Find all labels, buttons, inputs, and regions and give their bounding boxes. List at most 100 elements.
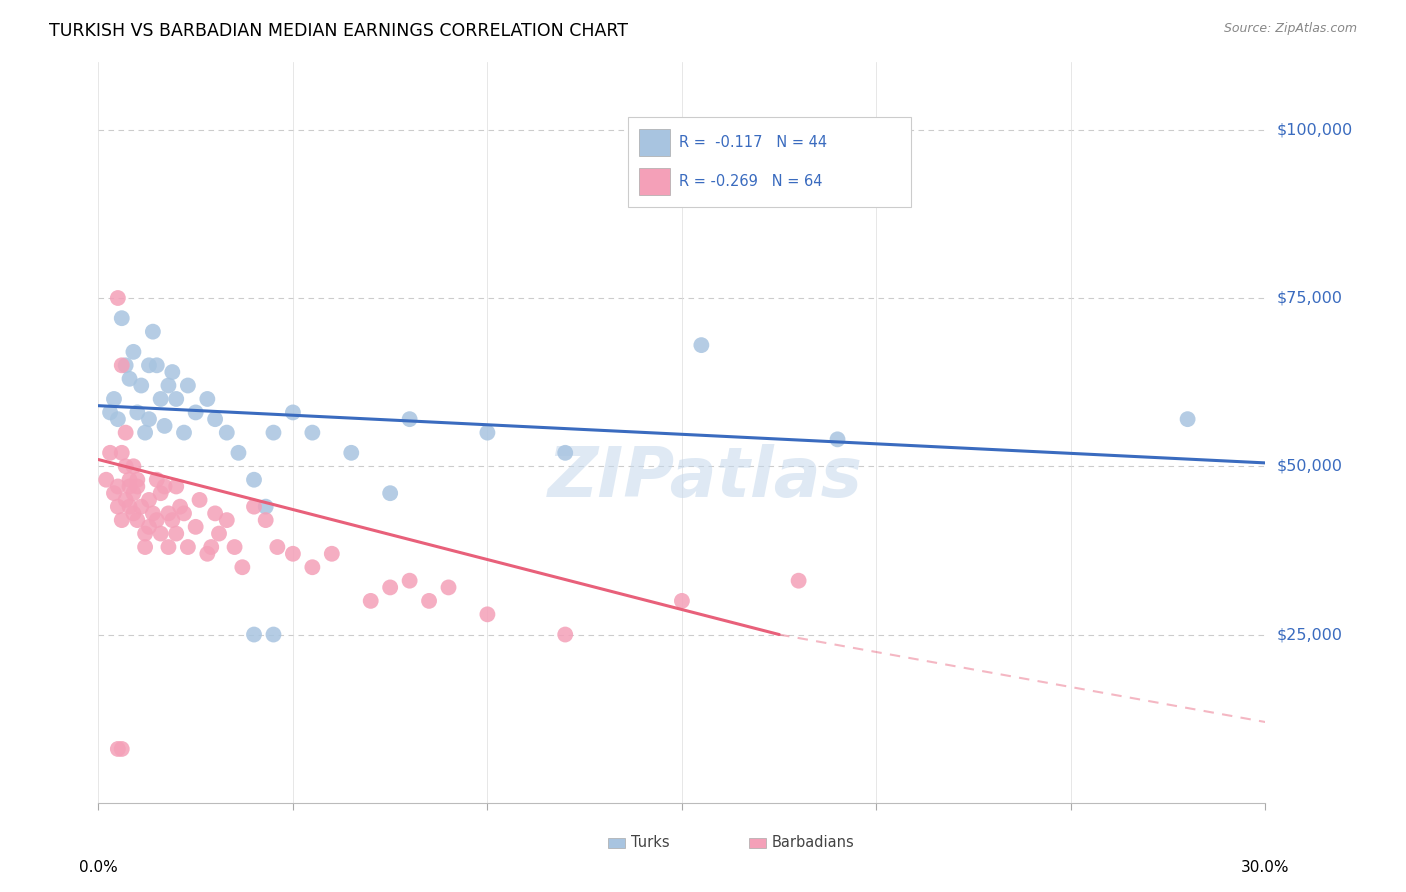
- Point: [321, 547, 343, 561]
- Point: [184, 405, 207, 419]
- Point: [398, 574, 420, 588]
- Point: [107, 742, 129, 756]
- Point: [114, 359, 136, 373]
- Point: [111, 359, 134, 373]
- Point: [165, 526, 187, 541]
- Point: [690, 338, 713, 352]
- Point: [118, 479, 141, 493]
- Point: [146, 473, 169, 487]
- Point: [243, 500, 266, 514]
- Text: ZIPatlas: ZIPatlas: [548, 443, 863, 510]
- Point: [127, 473, 149, 487]
- Point: [107, 479, 129, 493]
- Point: [157, 378, 180, 392]
- Point: [142, 325, 165, 339]
- Text: R = -0.269   N = 64: R = -0.269 N = 64: [679, 174, 823, 189]
- Point: [149, 486, 172, 500]
- Point: [301, 560, 323, 574]
- Point: [134, 526, 156, 541]
- Point: [173, 425, 195, 440]
- Point: [254, 500, 277, 514]
- Point: [111, 513, 134, 527]
- Point: [138, 359, 160, 373]
- Point: [138, 520, 160, 534]
- Text: 0.0%: 0.0%: [79, 860, 118, 875]
- Point: [200, 540, 222, 554]
- Point: [215, 513, 238, 527]
- Text: R =  -0.117   N = 44: R = -0.117 N = 44: [679, 135, 827, 150]
- Point: [204, 412, 226, 426]
- Point: [262, 627, 284, 641]
- Point: [204, 507, 226, 521]
- Point: [127, 405, 149, 419]
- Point: [165, 479, 187, 493]
- Point: [138, 412, 160, 426]
- Text: $50,000: $50,000: [1277, 458, 1343, 474]
- Point: [398, 412, 420, 426]
- Point: [107, 412, 129, 426]
- Point: [103, 392, 125, 406]
- Point: [122, 486, 145, 500]
- Point: [149, 526, 172, 541]
- Point: [554, 446, 576, 460]
- Point: [165, 392, 187, 406]
- Point: [146, 513, 169, 527]
- Point: [266, 540, 288, 554]
- Point: [157, 507, 180, 521]
- Point: [118, 473, 141, 487]
- Point: [827, 433, 849, 447]
- Point: [281, 405, 304, 419]
- Point: [107, 291, 129, 305]
- Point: [129, 500, 152, 514]
- Point: [157, 540, 180, 554]
- Point: [188, 492, 211, 507]
- Point: [787, 574, 810, 588]
- Point: [162, 513, 184, 527]
- Point: [169, 500, 191, 514]
- Point: [554, 627, 576, 641]
- Point: [477, 425, 499, 440]
- Point: [138, 492, 160, 507]
- Text: $25,000: $25,000: [1277, 627, 1343, 642]
- Point: [127, 513, 149, 527]
- Text: TURKISH VS BARBADIAN MEDIAN EARNINGS CORRELATION CHART: TURKISH VS BARBADIAN MEDIAN EARNINGS COR…: [49, 22, 628, 40]
- Point: [177, 540, 200, 554]
- Point: [380, 486, 402, 500]
- Text: $100,000: $100,000: [1277, 122, 1353, 137]
- Point: [122, 507, 145, 521]
- Point: [111, 311, 134, 326]
- Point: [98, 446, 121, 460]
- Point: [111, 742, 134, 756]
- Text: 30.0%: 30.0%: [1241, 860, 1289, 875]
- Point: [122, 344, 145, 359]
- Point: [114, 425, 136, 440]
- Point: [340, 446, 363, 460]
- Text: Turks: Turks: [630, 836, 669, 850]
- Point: [477, 607, 499, 622]
- Point: [671, 594, 693, 608]
- Point: [195, 392, 218, 406]
- Point: [243, 473, 266, 487]
- Point: [228, 446, 250, 460]
- Point: [215, 425, 238, 440]
- Point: [195, 547, 218, 561]
- Point: [142, 507, 165, 521]
- Point: [173, 507, 195, 521]
- Point: [254, 513, 277, 527]
- Text: Barbadians: Barbadians: [772, 836, 853, 850]
- Point: [177, 378, 200, 392]
- Point: [1177, 412, 1199, 426]
- Point: [118, 500, 141, 514]
- Point: [281, 547, 304, 561]
- Point: [224, 540, 246, 554]
- Point: [153, 479, 176, 493]
- Point: [114, 459, 136, 474]
- Point: [231, 560, 253, 574]
- Point: [134, 425, 156, 440]
- Point: [149, 392, 172, 406]
- Point: [243, 627, 266, 641]
- Point: [360, 594, 382, 608]
- Text: Source: ZipAtlas.com: Source: ZipAtlas.com: [1223, 22, 1357, 36]
- Point: [134, 540, 156, 554]
- Point: [162, 365, 184, 379]
